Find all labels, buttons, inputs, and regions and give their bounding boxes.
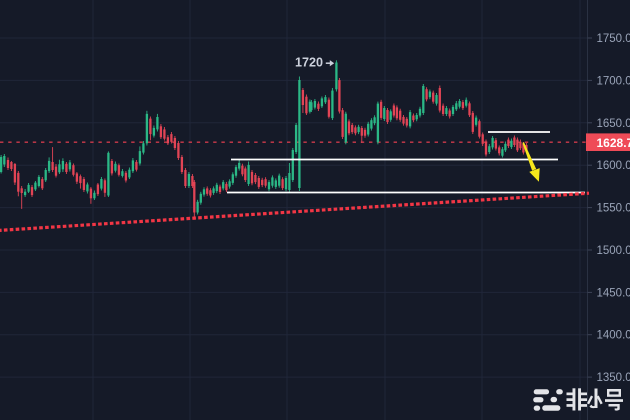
svg-text:1700.00: 1700.00 — [597, 75, 630, 87]
svg-text:1550.00: 1550.00 — [597, 203, 630, 215]
svg-text:1450.00: 1450.00 — [597, 287, 630, 299]
svg-text:1400.00: 1400.00 — [597, 330, 630, 342]
svg-text:1600.00: 1600.00 — [597, 160, 630, 172]
svg-text:1500.00: 1500.00 — [597, 245, 630, 257]
svg-text:1350.00: 1350.00 — [597, 372, 630, 384]
svg-text:1628.78: 1628.78 — [597, 136, 630, 150]
svg-text:1750.00: 1750.00 — [597, 33, 630, 45]
svg-text:1720: 1720 — [295, 56, 323, 70]
svg-text:1650.00: 1650.00 — [597, 118, 630, 130]
